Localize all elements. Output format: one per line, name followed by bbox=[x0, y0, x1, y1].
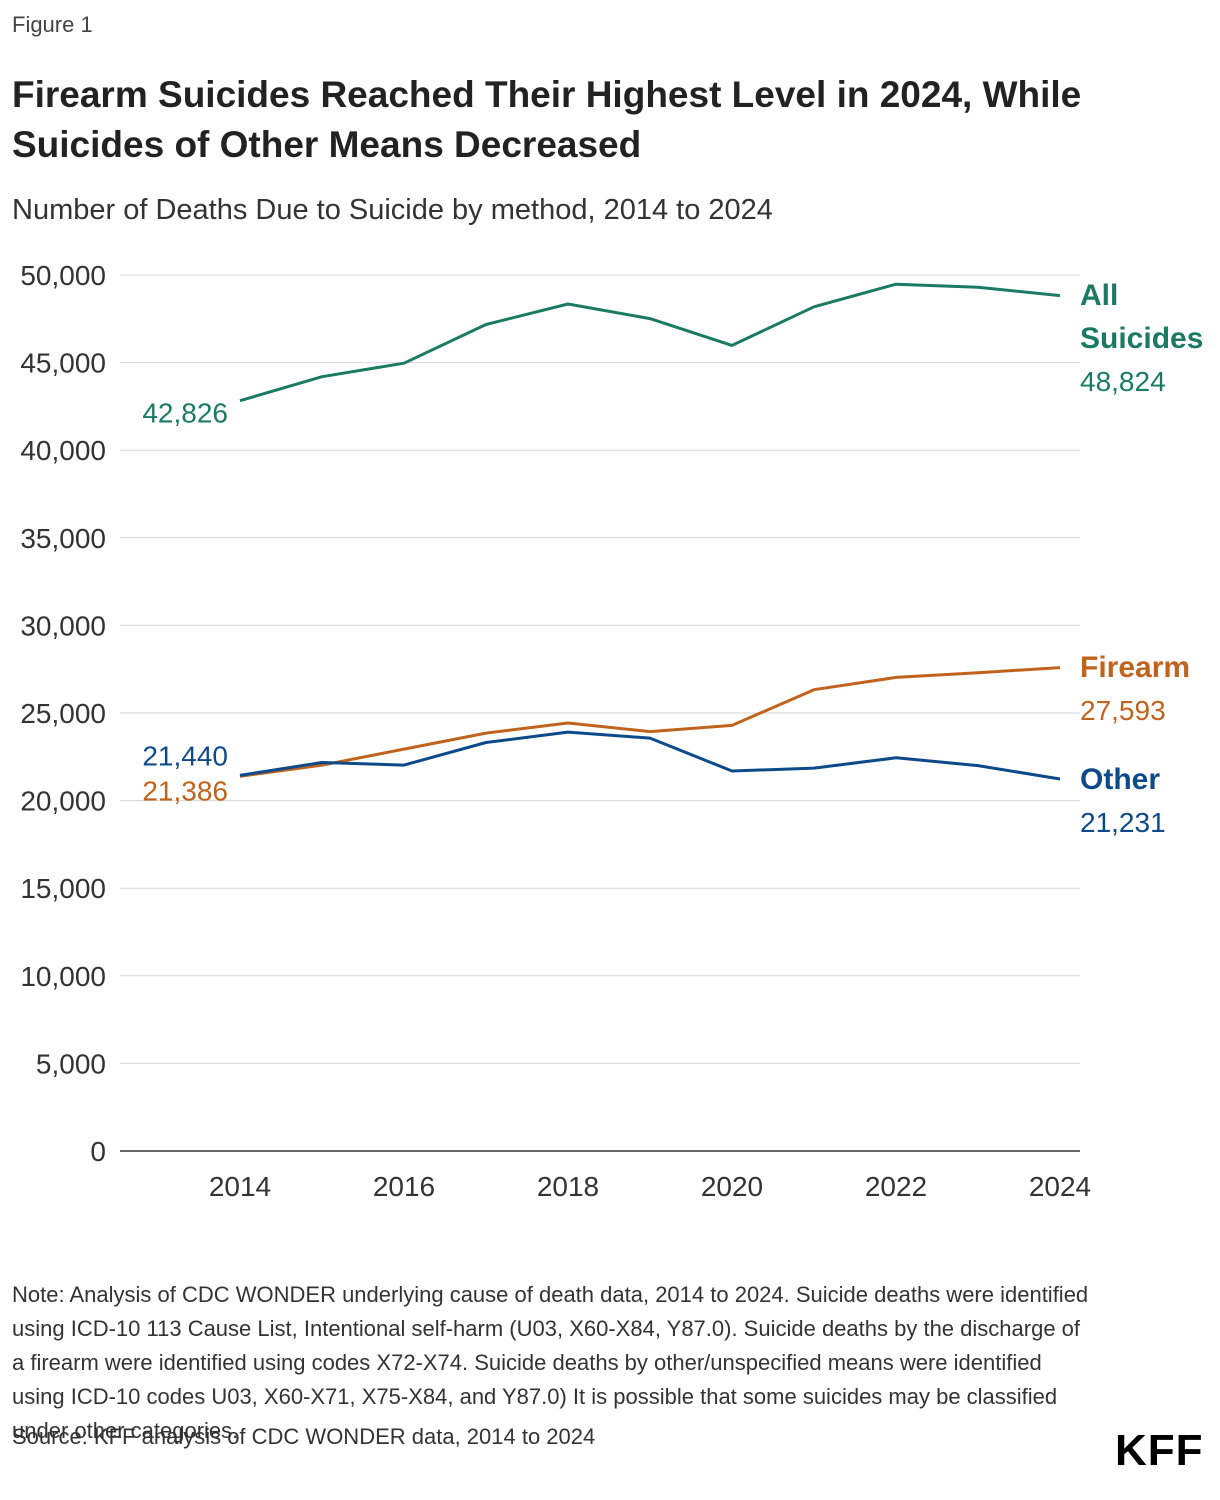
all-suicides-line bbox=[239, 282, 1061, 403]
firearm-start-value-label: 21,386 bbox=[142, 775, 228, 806]
x-tick-label: 2016 bbox=[373, 1171, 435, 1202]
y-tick-label: 35,000 bbox=[20, 523, 106, 554]
x-tick-label: 2020 bbox=[701, 1171, 763, 1202]
figure-label: Figure 1 bbox=[12, 12, 93, 37]
all-suicides-start-value-label: 42,826 bbox=[142, 398, 228, 429]
y-tick-label: 30,000 bbox=[20, 610, 106, 641]
chart-title: Firearm Suicides Reached Their Highest L… bbox=[12, 74, 1082, 165]
all-suicides-end-value-label: 48,824 bbox=[1080, 366, 1166, 397]
all-suicides-series-name-label: Suicides bbox=[1080, 322, 1203, 355]
all-suicides-series-name-label: All bbox=[1080, 279, 1118, 312]
y-tick-label: 50,000 bbox=[20, 260, 106, 291]
x-tick-label: 2014 bbox=[209, 1171, 271, 1202]
series-labels: 42,826 All Suicides 48,824 21,386 Firearm 27,5… bbox=[142, 279, 1203, 838]
y-tick-label: 40,000 bbox=[20, 435, 106, 466]
other-series-name-label: Other bbox=[1080, 763, 1160, 796]
x-axis-tick-labels: 2014 2016 2018 2020 2022 2024 bbox=[209, 1171, 1091, 1202]
y-tick-label: 15,000 bbox=[20, 873, 106, 904]
line-chart: 0 5,000 10,000 15,000 20,000 25,000 30,000 35,0… bbox=[20, 260, 1203, 1202]
chart-note: Note: Analysis of CDC WONDER underlying … bbox=[12, 1282, 1089, 1443]
y-axis-tick-labels: 0 5,000 10,000 15,000 20,000 25,000 30,000 35,0… bbox=[20, 260, 106, 1167]
y-tick-label: 45,000 bbox=[20, 348, 106, 379]
firearm-end-value-label: 27,593 bbox=[1080, 695, 1166, 726]
firearm-series-name-label: Firearm bbox=[1080, 651, 1190, 684]
y-tick-label: 5,000 bbox=[36, 1048, 106, 1079]
y-tick-label: 25,000 bbox=[20, 698, 106, 729]
other-start-value-label: 21,440 bbox=[142, 740, 228, 771]
y-tick-label: 10,000 bbox=[20, 961, 106, 992]
series-lines bbox=[239, 282, 1061, 781]
y-tick-label: 0 bbox=[90, 1136, 106, 1167]
other-end-value-label: 21,231 bbox=[1080, 807, 1166, 838]
other-line bbox=[239, 730, 1061, 781]
x-tick-label: 2022 bbox=[865, 1171, 927, 1202]
firearm-line bbox=[239, 666, 1061, 778]
y-tick-label: 20,000 bbox=[20, 786, 106, 817]
kff-logo: KFF bbox=[1115, 1426, 1204, 1475]
x-tick-label: 2018 bbox=[537, 1171, 599, 1202]
gridlines bbox=[120, 274, 1080, 1152]
chart-source: Source: KFF analysis of CDC WONDER data,… bbox=[12, 1424, 596, 1449]
chart-subtitle: Number of Deaths Due to Suicide by metho… bbox=[12, 194, 773, 226]
x-tick-label: 2024 bbox=[1029, 1171, 1091, 1202]
